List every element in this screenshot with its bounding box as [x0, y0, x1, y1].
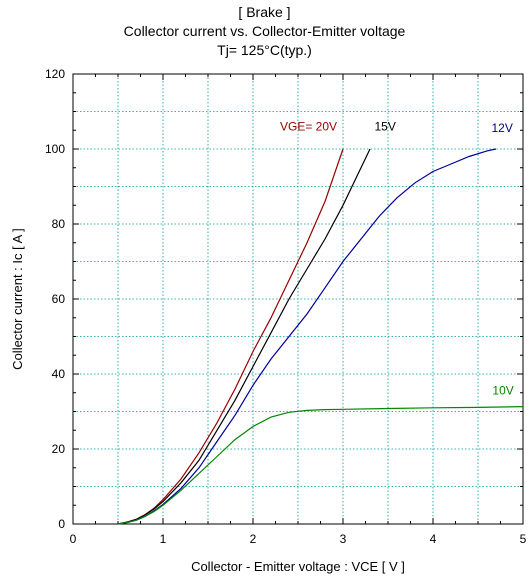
- y-tick-label: 80: [52, 217, 66, 231]
- y-tick-label: 40: [52, 367, 66, 381]
- series-line: [117, 148, 371, 525]
- series-label: 10V: [492, 384, 513, 398]
- series-label: 15V: [375, 119, 396, 133]
- y-tick-label: 120: [45, 67, 65, 81]
- ticks: 0 1 2 3 4 5 0 20 40 60 80 100 120: [45, 67, 527, 546]
- series-labels: VGE= 20V 15V 12V 10V: [280, 119, 514, 397]
- series-label: VGE= 20V: [280, 119, 337, 133]
- chart-title-line-1: [ Brake ]: [238, 4, 291, 20]
- series-label: 12V: [492, 121, 513, 135]
- series: [117, 148, 524, 525]
- x-tick-label: 5: [520, 532, 527, 546]
- x-tick-label: 2: [250, 532, 257, 546]
- y-axis-label: Collector current : Ic [ A ]: [10, 228, 25, 370]
- x-tick-label: 1: [160, 532, 167, 546]
- y-tick-label: 100: [45, 142, 65, 156]
- x-tick-label: 3: [340, 532, 347, 546]
- x-tick-label: 4: [430, 532, 437, 546]
- chart-title-line-3: Tj= 125°C(typ.): [217, 42, 312, 58]
- grid: [73, 74, 523, 524]
- series-line: [117, 406, 524, 525]
- y-tick-label: 60: [52, 292, 66, 306]
- x-tick-label: 0: [70, 532, 77, 546]
- x-axis-label: Collector - Emitter voltage : VCE [ V ]: [191, 559, 405, 574]
- chart-title-line-2: Collector current vs. Collector-Emitter …: [123, 23, 406, 39]
- y-tick-label: 0: [58, 517, 65, 531]
- y-tick-label: 20: [52, 442, 66, 456]
